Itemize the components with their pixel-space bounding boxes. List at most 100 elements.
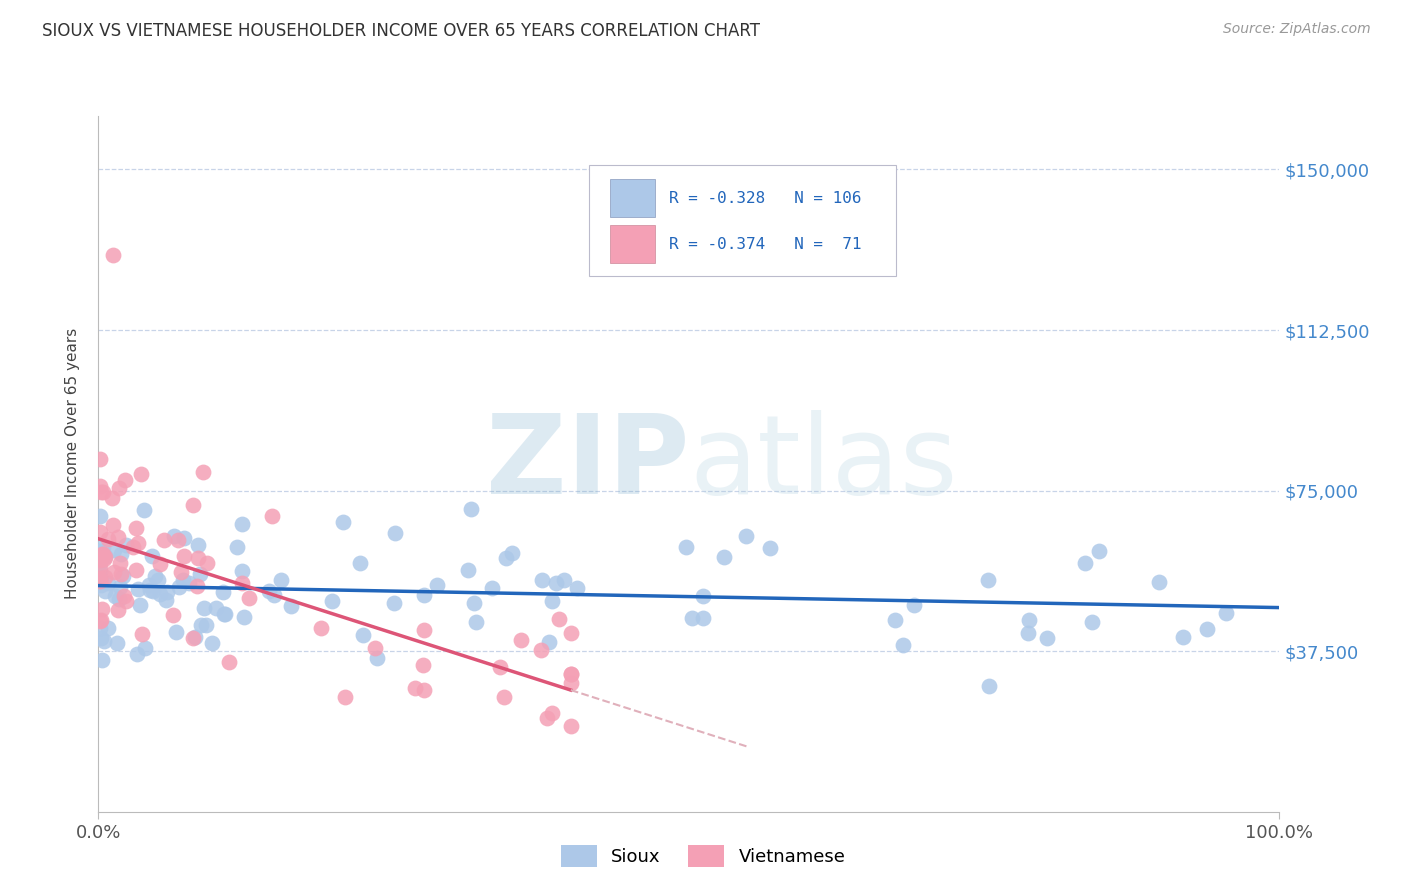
Point xyxy=(89,560,111,574)
Point xyxy=(89,614,111,628)
Point xyxy=(107,530,129,544)
Point xyxy=(692,589,714,603)
Point xyxy=(560,675,582,690)
Point xyxy=(103,517,125,532)
Point xyxy=(190,617,212,632)
Point xyxy=(204,601,226,615)
Point xyxy=(187,550,209,565)
Point xyxy=(541,594,564,608)
Point xyxy=(108,580,131,594)
Point xyxy=(536,711,558,725)
Point xyxy=(1195,622,1218,636)
Point xyxy=(89,479,111,493)
Point xyxy=(89,621,111,635)
Point xyxy=(884,613,907,627)
Point xyxy=(112,568,135,582)
Point xyxy=(460,502,482,516)
Point xyxy=(115,594,138,608)
Point xyxy=(103,542,125,557)
Point xyxy=(560,625,582,640)
Legend: Sioux, Vietnamese: Sioux, Vietnamese xyxy=(554,838,852,874)
Point xyxy=(560,666,582,681)
Point xyxy=(94,549,117,564)
Point xyxy=(531,573,554,587)
Point xyxy=(138,578,160,592)
Point xyxy=(89,555,111,569)
Point xyxy=(546,576,568,591)
Point xyxy=(1171,630,1194,644)
Point xyxy=(181,631,204,645)
Point xyxy=(89,573,111,587)
Point xyxy=(321,594,343,608)
Point xyxy=(90,485,112,500)
Point xyxy=(163,528,186,542)
Point xyxy=(692,611,714,625)
Point xyxy=(89,508,111,523)
Point xyxy=(132,502,155,516)
Point xyxy=(1215,606,1237,620)
Point xyxy=(142,584,165,599)
Point xyxy=(1087,543,1109,558)
Point xyxy=(94,549,117,564)
Point xyxy=(1081,615,1104,630)
Point xyxy=(153,533,176,547)
Point xyxy=(509,632,531,647)
Point xyxy=(97,622,120,636)
Point xyxy=(548,612,571,626)
Point xyxy=(1036,631,1059,645)
Point xyxy=(127,535,149,549)
Point xyxy=(167,533,190,547)
Point xyxy=(93,633,115,648)
Point xyxy=(105,635,128,649)
Point xyxy=(172,574,194,588)
Point xyxy=(553,574,575,588)
Point xyxy=(1074,556,1097,570)
Point xyxy=(212,607,235,622)
Point xyxy=(89,553,111,567)
Point xyxy=(977,573,1000,587)
Point xyxy=(108,481,131,495)
Point xyxy=(977,679,1000,693)
Point xyxy=(262,508,284,523)
Point xyxy=(129,467,152,481)
Point xyxy=(494,690,516,705)
Point xyxy=(91,653,114,667)
Point xyxy=(89,524,111,539)
Point xyxy=(125,647,148,661)
Point xyxy=(107,603,129,617)
Text: SIOUX VS VIETNAMESE HOUSEHOLDER INCOME OVER 65 YEARS CORRELATION CHART: SIOUX VS VIETNAMESE HOUSEHOLDER INCOME O… xyxy=(42,22,761,40)
Point xyxy=(257,584,280,599)
Point xyxy=(238,591,260,606)
Point xyxy=(173,549,195,563)
Point xyxy=(131,627,153,641)
Point xyxy=(128,598,150,612)
Point xyxy=(195,556,218,570)
Point xyxy=(186,579,208,593)
Point xyxy=(903,598,925,612)
Point xyxy=(349,556,371,570)
Point xyxy=(1018,613,1040,627)
Point xyxy=(169,565,191,579)
Bar xyxy=(610,225,655,263)
Point xyxy=(89,571,111,585)
Point xyxy=(112,590,135,604)
Point xyxy=(489,659,512,673)
Point xyxy=(413,588,436,602)
Point xyxy=(114,473,136,487)
Point xyxy=(495,551,517,566)
Bar xyxy=(589,165,896,276)
Point xyxy=(891,638,914,652)
Point xyxy=(165,625,187,640)
Point xyxy=(90,613,112,627)
Text: R = -0.328   N = 106: R = -0.328 N = 106 xyxy=(669,191,862,205)
Point xyxy=(280,599,302,614)
Point xyxy=(103,565,125,579)
Point xyxy=(187,538,209,552)
Point xyxy=(413,623,436,637)
Point xyxy=(167,580,190,594)
Point xyxy=(540,706,562,720)
Point xyxy=(148,573,170,587)
Point xyxy=(201,636,224,650)
Point xyxy=(97,576,120,591)
Point xyxy=(311,620,333,634)
